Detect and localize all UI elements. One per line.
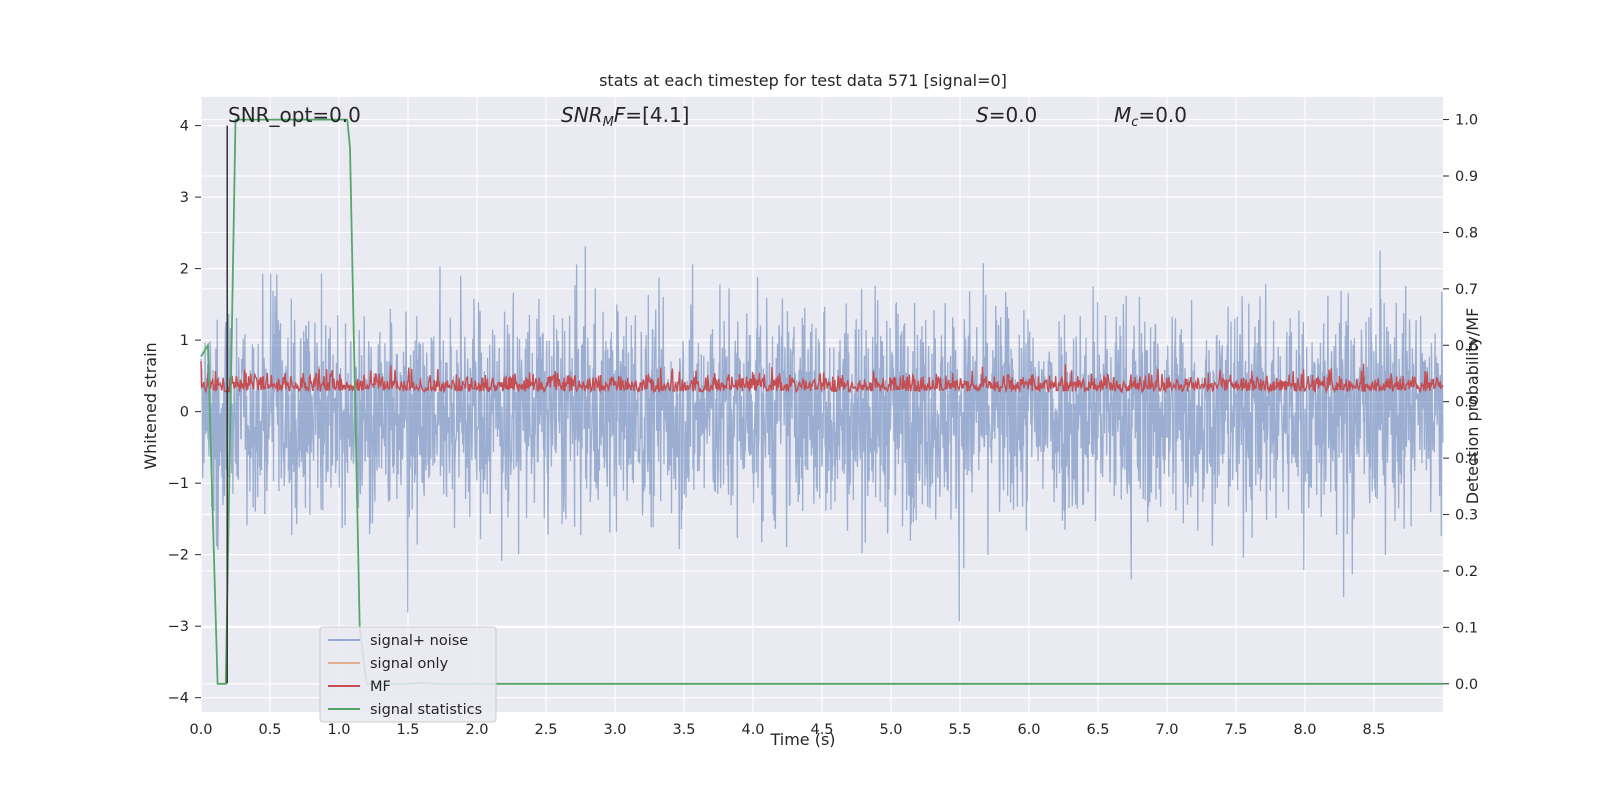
annotation-s-value: 0.0 bbox=[1005, 103, 1037, 127]
ticks: 0.0 0.5 1.0 1.5 2.0 2.5 3.0 3.5 4.0 4.5 5.0 5.5 6.0 6… bbox=[168, 113, 1478, 738]
x-tick-label: 2.0 bbox=[465, 722, 488, 738]
annotation-mc: Mc=0.0 bbox=[1114, 103, 1187, 130]
legend-label-signal-noise: signal+ noise bbox=[370, 633, 468, 649]
y-tick-label: 3 bbox=[180, 190, 189, 206]
x-tick-label: 3.5 bbox=[672, 722, 695, 738]
x-tick-label: 5.5 bbox=[948, 722, 971, 738]
x-tick-label: 0.5 bbox=[258, 722, 281, 738]
y2-tick-label: 0.8 bbox=[1455, 225, 1478, 241]
y-axis-label: Whitened strain bbox=[141, 342, 160, 469]
legend-label-mf: MF bbox=[370, 679, 391, 695]
legend-box bbox=[319, 626, 497, 723]
series-signal-noise bbox=[200, 246, 1444, 622]
y-tick-label: 2 bbox=[180, 262, 189, 278]
y2-tick-label: 0.9 bbox=[1455, 169, 1478, 185]
y2-axis-label: Detection probability/MF bbox=[1463, 308, 1482, 505]
x-tick-label: 6.0 bbox=[1017, 722, 1040, 738]
y-tick-label: 1 bbox=[180, 333, 189, 349]
x-tick-label: 8.0 bbox=[1293, 722, 1316, 738]
legend: signal+ noise signal only MF signal stat… bbox=[319, 626, 497, 723]
y2-tick-label: 0.0 bbox=[1455, 677, 1478, 693]
y-tick-label: −4 bbox=[168, 691, 189, 707]
legend-label-signal-statistics: signal statistics bbox=[370, 702, 482, 718]
annotation-s: S=0.0 bbox=[976, 103, 1037, 127]
x-tick-label: 3.0 bbox=[603, 722, 626, 738]
series-mf bbox=[200, 361, 1444, 395]
y2-tick-label: 0.6 bbox=[1455, 338, 1478, 354]
chart-title: stats at each timestep for test data 571… bbox=[599, 71, 1007, 90]
x-tick-label: 6.5 bbox=[1086, 722, 1109, 738]
annotation-snr-mf: SNRMF=[4.1] bbox=[561, 103, 689, 130]
x-tick-label: 4.5 bbox=[810, 722, 833, 738]
x-tick-label: 2.5 bbox=[534, 722, 557, 738]
grid bbox=[200, 97, 1443, 712]
y-tick-label: −3 bbox=[168, 619, 189, 635]
mf-line bbox=[200, 361, 1444, 395]
x-tick-label: 4.0 bbox=[741, 722, 764, 738]
y2-tick-label: 0.1 bbox=[1455, 620, 1478, 636]
signal-noise-line bbox=[200, 246, 1444, 622]
y2-tick-label: 0.7 bbox=[1455, 282, 1478, 298]
y2-tick-label: 0.5 bbox=[1455, 395, 1478, 411]
x-tick-label: 1.5 bbox=[396, 722, 419, 738]
y-tick-label: 0 bbox=[180, 405, 189, 421]
x-tick-label: 8.5 bbox=[1362, 722, 1385, 738]
y2-tick-label: 0.2 bbox=[1455, 564, 1478, 580]
y2-tick-label: 0.4 bbox=[1455, 451, 1478, 467]
y2-tick-label: 0.3 bbox=[1455, 508, 1478, 524]
legend-label-signal-only: signal only bbox=[370, 656, 449, 672]
y-tick-label: −2 bbox=[168, 548, 189, 564]
y2-tick-label: 1.0 bbox=[1455, 113, 1478, 129]
annotation-mc-value: 0.0 bbox=[1155, 103, 1187, 127]
x-tick-label: 7.0 bbox=[1155, 722, 1178, 738]
x-tick-label: 0.0 bbox=[189, 722, 212, 738]
x-tick-label: 7.5 bbox=[1224, 722, 1247, 738]
y-tick-label: 4 bbox=[180, 119, 189, 135]
x-tick-label: 5.0 bbox=[879, 722, 902, 738]
x-axis-label: Time (s) bbox=[769, 730, 835, 749]
x-tick-label: 1.0 bbox=[327, 722, 350, 738]
annotation-snr-mf-value: [4.1] bbox=[642, 103, 689, 127]
y-tick-label: −1 bbox=[168, 476, 189, 492]
annotation-snr-opt: SNR_opt=0.0 bbox=[228, 103, 361, 127]
